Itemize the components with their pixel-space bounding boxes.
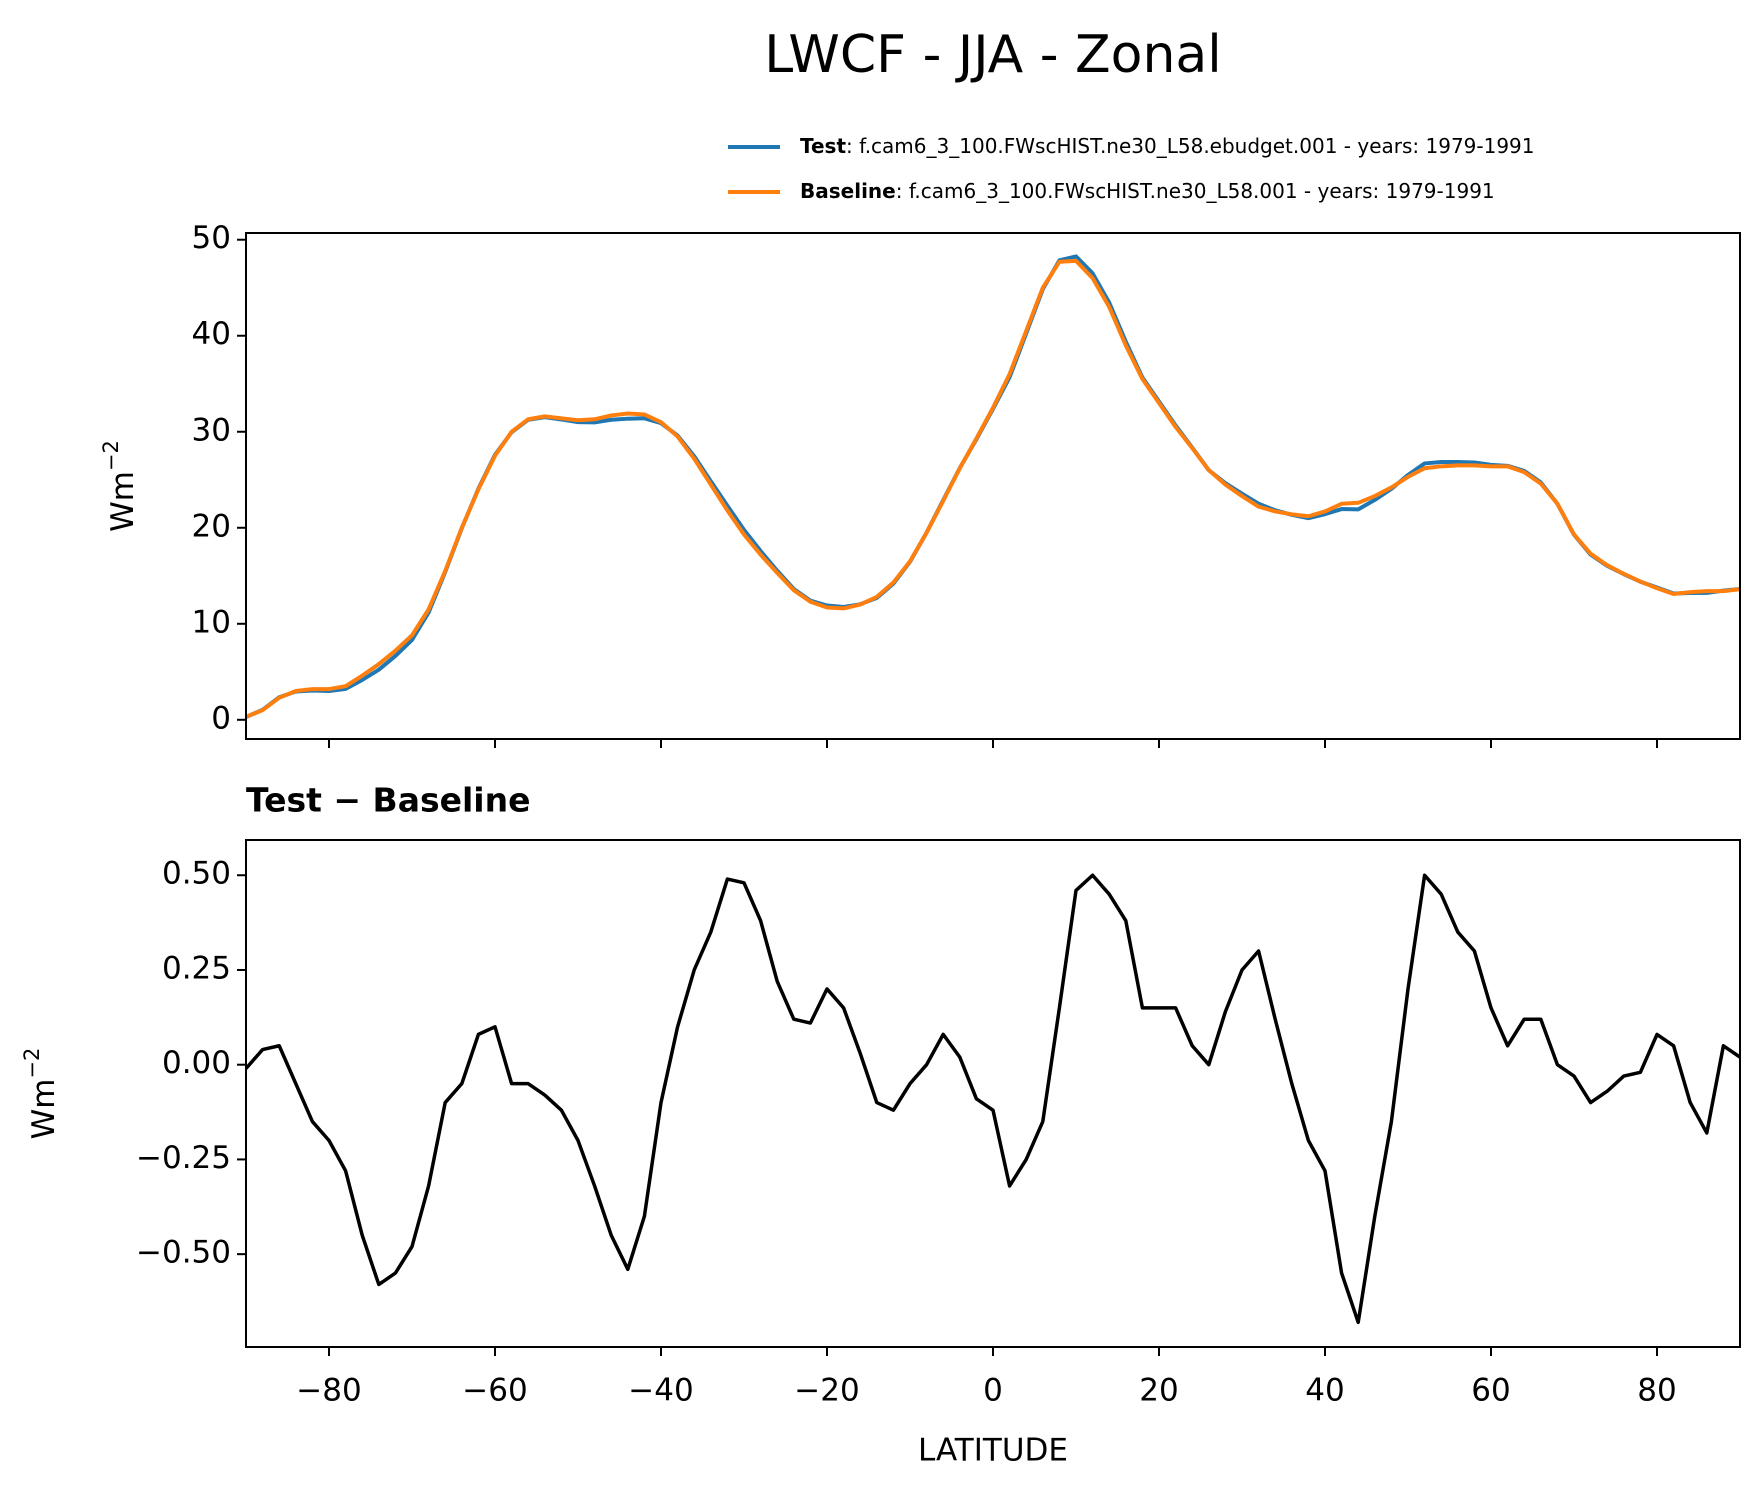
x-tick-label: 40: [1305, 1373, 1344, 1409]
x-tick-label: 60: [1471, 1373, 1510, 1409]
y-axis-label: Wm−2: [20, 1048, 62, 1140]
y-axis-label-sup: −2: [99, 440, 123, 471]
data-line: [246, 254, 1740, 719]
data-line: [246, 258, 1740, 719]
legend-name: Baseline: [800, 179, 896, 203]
y-tick-label: 0.25: [162, 950, 231, 986]
legend-name: Test: [800, 134, 846, 158]
legend-description: : f.cam6_3_100.FWscHIST.ne30_L58.ebudget…: [846, 134, 1535, 158]
y-tick-label: 0: [211, 700, 231, 736]
y-tick-label: 20: [192, 508, 231, 544]
x-tick-label: 0: [983, 1373, 1003, 1409]
y-tick-label: 0.50: [162, 856, 231, 892]
y-axis-label: Wm−2: [99, 440, 141, 532]
y-tick-label: 10: [192, 604, 231, 640]
subplot-title: Test − Baseline: [246, 781, 531, 820]
x-tick-label: −80: [296, 1373, 361, 1409]
y-axis-label-base: Wm: [26, 1079, 62, 1140]
y-tick-label: −0.25: [136, 1140, 231, 1176]
legend-entry: Test: f.cam6_3_100.FWscHIST.ne30_L58.ebu…: [800, 134, 1535, 158]
y-tick-label: 0.00: [162, 1045, 231, 1081]
x-axis-label: LATITUDE: [918, 1433, 1068, 1469]
x-tick-label: −60: [462, 1373, 527, 1409]
x-tick-label: −40: [628, 1373, 693, 1409]
plot-frame: [245, 839, 1741, 1348]
figure-title: LWCF - JJA - Zonal: [764, 25, 1222, 85]
legend-description: : f.cam6_3_100.FWscHIST.ne30_L58.001 - y…: [896, 179, 1495, 203]
x-tick-label: 80: [1637, 1373, 1676, 1409]
y-tick-label: 40: [192, 316, 231, 352]
data-line: [246, 873, 1740, 1325]
x-tick-label: 20: [1139, 1373, 1178, 1409]
y-tick-label: −0.50: [136, 1235, 231, 1271]
plot-frame: [245, 232, 1741, 740]
y-tick-label: 50: [192, 220, 231, 256]
y-axis-label-base: Wm: [105, 471, 141, 532]
legend-entry: Baseline: f.cam6_3_100.FWscHIST.ne30_L58…: [800, 179, 1495, 203]
y-axis-label-sup: −2: [20, 1048, 44, 1079]
x-tick-label: −20: [794, 1373, 859, 1409]
y-tick-label: 30: [192, 412, 231, 448]
